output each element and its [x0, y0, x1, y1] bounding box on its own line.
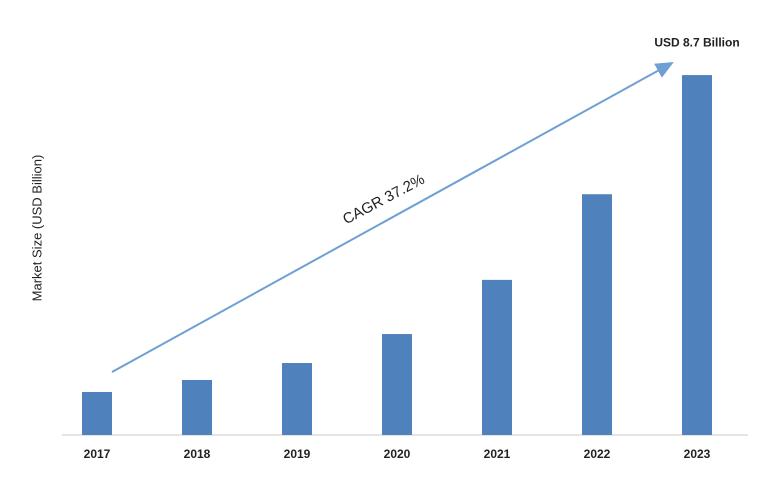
x-tick-label: 2019 — [284, 447, 311, 461]
bar — [282, 363, 312, 435]
bar — [382, 334, 412, 435]
bar — [482, 279, 512, 435]
growth-arrow — [111, 62, 674, 373]
cagr-annotation: CAGR 37.2% — [340, 171, 427, 228]
value-label: USD 8.7 Billion — [654, 35, 739, 49]
x-tick-label: 2023 — [684, 447, 711, 461]
x-tick-label: 2018 — [184, 447, 211, 461]
y-axis-label: Market Size (USD Billion) — [29, 155, 44, 302]
bar — [182, 379, 212, 435]
x-tick-label: 2020 — [384, 447, 411, 461]
bar — [82, 391, 112, 435]
bar — [682, 75, 712, 436]
x-tick-label: 2022 — [584, 447, 611, 461]
bar — [582, 194, 612, 435]
x-tick-label: 2017 — [84, 447, 111, 461]
x-tick-label: 2021 — [484, 447, 511, 461]
